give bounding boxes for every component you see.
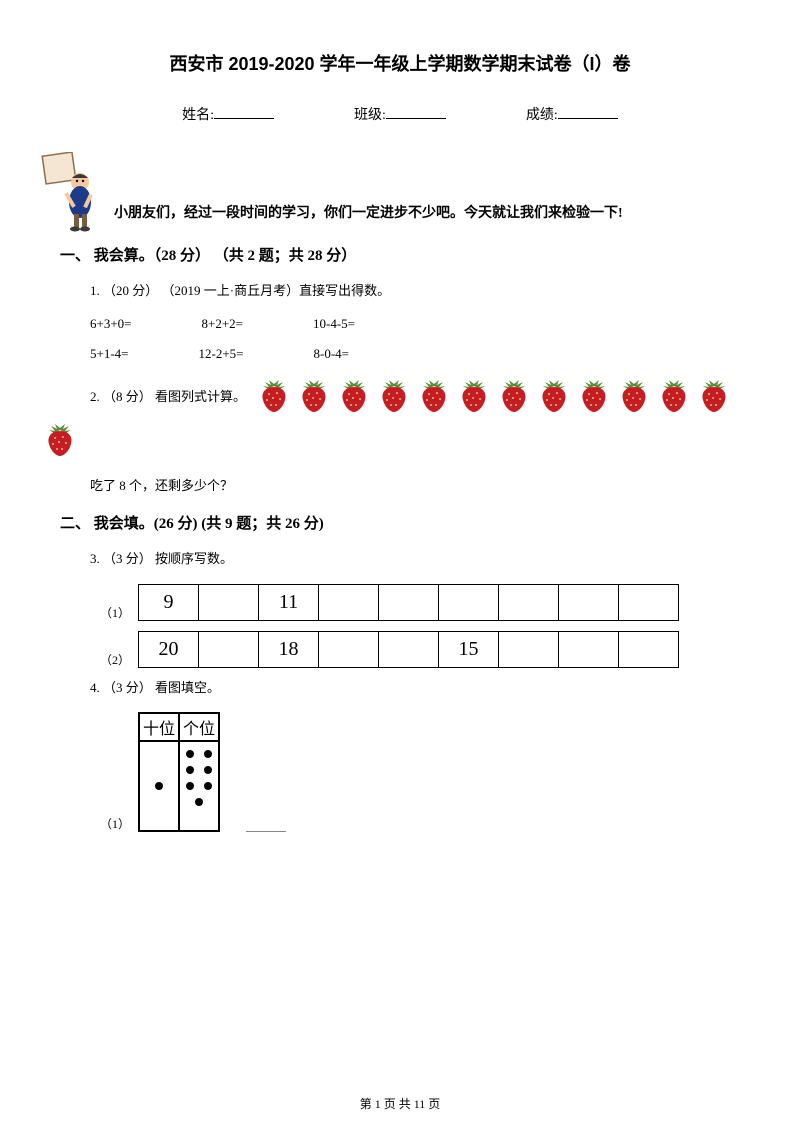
seq-cell: 9 xyxy=(139,584,199,620)
seq-cell: 15 xyxy=(439,631,499,667)
seq-cell xyxy=(559,584,619,620)
exam-title: 西安市 2019-2020 学年一年级上学期数学期末试卷（I）卷 xyxy=(60,50,740,76)
strawberry-icon xyxy=(695,378,733,414)
sequence-table-1: 9 11 xyxy=(138,584,679,621)
pv-header-ones: 个位 xyxy=(179,713,219,741)
section-1-heading: 一、 我会算。（28 分） （共 2 题；共 28 分） xyxy=(60,244,740,265)
student-info-row: 姓名: 班级: 成绩: xyxy=(60,104,740,124)
seq-cell: 18 xyxy=(259,631,319,667)
pv-ones-cell xyxy=(179,741,219,831)
name-blank[interactable] xyxy=(214,105,274,119)
calc-item: 10-4-5= xyxy=(313,316,355,332)
q4-label: 4. （3 分） 看图填空。 xyxy=(90,678,740,699)
pv-header-tens: 十位 xyxy=(139,713,179,741)
class-blank[interactable] xyxy=(386,105,446,119)
q4-sub1: （1） xyxy=(100,815,130,832)
seq-cell xyxy=(559,631,619,667)
seq-cell xyxy=(319,631,379,667)
seq-cell xyxy=(619,584,679,620)
section-2-heading: 二、 我会填。(26 分) (共 9 题；共 26 分) xyxy=(60,512,740,533)
strawberry-icon xyxy=(295,378,333,414)
strawberry-icon xyxy=(375,378,413,414)
page-footer: 第 1 页 共 11 页 xyxy=(0,1095,800,1112)
q2-label: 2. （8 分） 看图列式计算。 xyxy=(90,386,246,405)
strawberry-icon xyxy=(415,378,453,414)
calc-item: 8+2+2= xyxy=(202,316,244,332)
pv-tens-cell xyxy=(139,741,179,831)
score-field: 成绩: xyxy=(526,104,618,124)
strawberry-icon xyxy=(535,378,573,414)
class-label: 班级: xyxy=(354,104,386,124)
name-label: 姓名: xyxy=(182,104,214,124)
calc-item: 12-2+5= xyxy=(199,346,244,362)
q3-seq2: （2） 20 18 15 xyxy=(100,631,740,668)
seq-cell xyxy=(199,584,259,620)
intro-row: 小朋友们，经过一段时间的学习，你们一定进步不少吧。今天就让我们来检验一下! xyxy=(60,152,740,232)
seq-cell xyxy=(619,631,679,667)
q1-row1: 6+3+0= 8+2+2= 10-4-5= xyxy=(90,316,740,332)
q3-sub1: （1） xyxy=(100,604,130,621)
seq-cell: 20 xyxy=(139,631,199,667)
strawberry-icon xyxy=(575,378,613,414)
q4-answer-blank[interactable] xyxy=(246,820,286,832)
q3-label: 3. （3 分） 按顺序写数。 xyxy=(90,549,740,570)
place-value-table: 十位 个位 xyxy=(138,712,220,832)
strawberry-icon xyxy=(41,422,79,458)
sequence-table-2: 20 18 15 xyxy=(138,631,679,668)
seq-cell xyxy=(379,631,439,667)
strawberry-icon xyxy=(615,378,653,414)
q3-sub2: （2） xyxy=(100,651,130,668)
mascot-icon xyxy=(40,152,106,232)
q1-row2: 5+1-4= 12-2+5= 8-0-4= xyxy=(90,346,740,362)
strawberry-icon xyxy=(455,378,493,414)
name-field: 姓名: xyxy=(182,104,274,124)
q3-seq1: （1） 9 11 xyxy=(100,584,740,621)
calc-item: 8-0-4= xyxy=(314,346,350,362)
strawberry-icon xyxy=(655,378,693,414)
strawberry-icon xyxy=(495,378,533,414)
strawberry-icon xyxy=(335,378,373,414)
seq-cell xyxy=(439,584,499,620)
seq-cell xyxy=(199,631,259,667)
strawberry-icon xyxy=(255,378,293,414)
q2-subtext: 吃了 8 个，还剩多少个？ xyxy=(90,475,740,494)
calc-item: 6+3+0= xyxy=(90,316,132,332)
seq-cell xyxy=(379,584,439,620)
strawberry-group xyxy=(254,376,734,416)
calc-item: 5+1-4= xyxy=(90,346,129,362)
score-blank[interactable] xyxy=(558,105,618,119)
seq-cell xyxy=(319,584,379,620)
q1-label: 1. （20 分） （2019 一上·商丘月考）直接写出得数。 xyxy=(90,281,740,302)
seq-cell xyxy=(499,631,559,667)
intro-text: 小朋友们，经过一段时间的学习，你们一定进步不少吧。今天就让我们来检验一下! xyxy=(114,202,623,232)
class-field: 班级: xyxy=(354,104,446,124)
seq-cell: 11 xyxy=(259,584,319,620)
strawberry-overflow xyxy=(40,420,740,465)
q2-row: 2. （8 分） 看图列式计算。 xyxy=(60,376,740,416)
score-label: 成绩: xyxy=(526,104,558,124)
seq-cell xyxy=(499,584,559,620)
q4-wrap: （1） 十位 个位 xyxy=(100,712,740,832)
